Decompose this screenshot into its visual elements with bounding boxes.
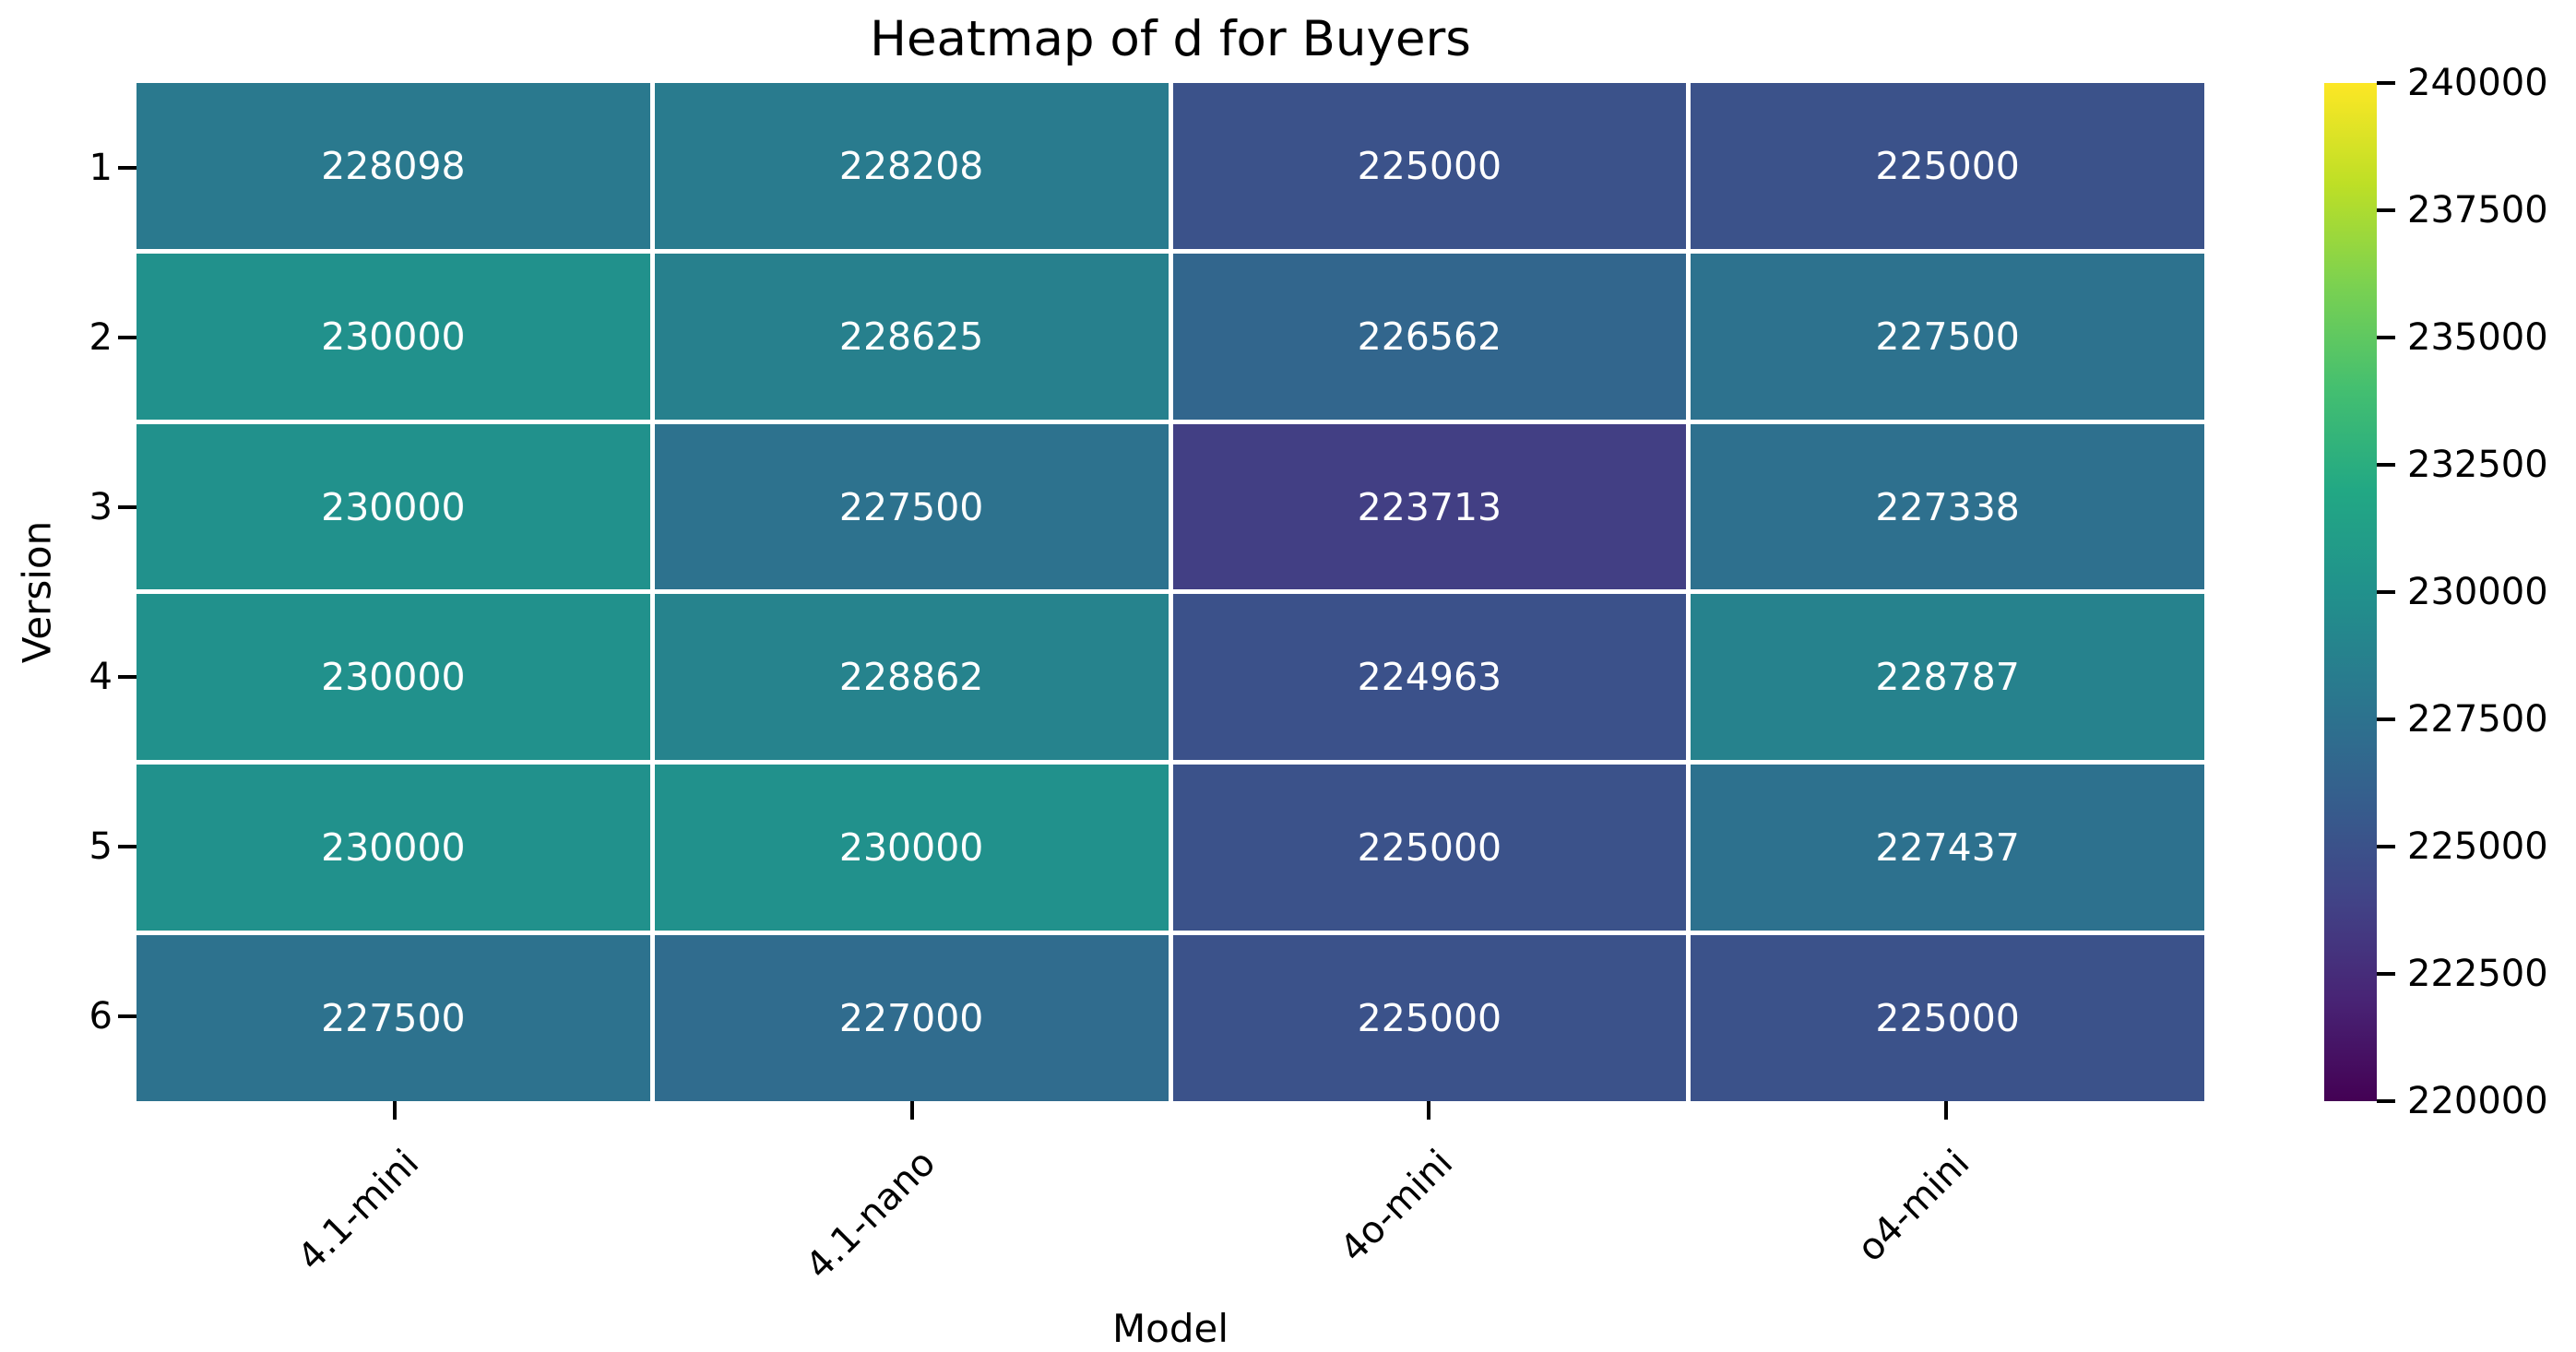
x-tick-label: 4.1-mini <box>289 1142 427 1279</box>
colorbar-tick-label: 232500 <box>2407 444 2548 486</box>
heatmap-cell: 230000 <box>137 765 650 931</box>
y-tick-label: 5 <box>89 825 113 868</box>
colorbar-tick-mark <box>2377 208 2395 212</box>
colorbar-tick-label: 240000 <box>2407 62 2548 104</box>
y-tick-mark <box>118 505 137 509</box>
colorbar-tick-mark <box>2377 336 2395 339</box>
heatmap-cell: 228862 <box>654 594 1169 761</box>
y-tick-label: 1 <box>89 147 113 189</box>
colorbar-tick-mark <box>2377 845 2395 848</box>
colorbar-tick-label: 220000 <box>2407 1080 2548 1122</box>
heatmap-cell: 227500 <box>654 423 1169 590</box>
heatmap-cell: 230000 <box>137 594 650 761</box>
heatmap-cell: 227338 <box>1691 423 2204 590</box>
heatmap-cell: 228787 <box>1691 594 2204 761</box>
heatmap-cell: 227500 <box>137 935 650 1101</box>
y-tick-label: 3 <box>89 486 113 528</box>
heatmap-cell: 228208 <box>654 83 1169 249</box>
heatmap-cell: 226562 <box>1172 253 1687 420</box>
heatmap-cell: 224963 <box>1172 594 1687 761</box>
x-tick-mark <box>1427 1101 1431 1120</box>
y-tick-mark <box>118 336 137 339</box>
colorbar-tick-mark <box>2377 463 2395 467</box>
x-tick-mark <box>1943 1101 1948 1120</box>
colorbar-tick-label: 227500 <box>2407 698 2548 741</box>
x-tick-label: 4.1-nano <box>798 1142 944 1288</box>
x-tick-mark <box>393 1101 398 1120</box>
y-tick-mark <box>118 675 137 679</box>
heatmap-cell: 225000 <box>1691 83 2204 249</box>
heatmap-cell: 225000 <box>1172 765 1687 931</box>
colorbar-tick-label: 222500 <box>2407 953 2548 995</box>
colorbar-tick-mark <box>2377 590 2395 594</box>
colorbar-tick-mark <box>2377 1099 2395 1103</box>
colorbar-tick-label: 235000 <box>2407 316 2548 359</box>
colorbar <box>2324 83 2377 1101</box>
y-tick-mark <box>118 845 137 848</box>
y-tick-label: 4 <box>89 656 113 698</box>
y-tick-mark <box>118 1014 137 1018</box>
colorbar-tick-label: 230000 <box>2407 571 2548 613</box>
y-tick-mark <box>118 166 137 170</box>
heatmap-grid: 228098 228208 225000 225000 230000 228625 2265… <box>137 83 2204 1101</box>
colorbar-tick-mark <box>2377 972 2395 976</box>
heatmap-cell: 227000 <box>654 935 1169 1101</box>
heatmap-cell: 225000 <box>1691 935 2204 1101</box>
x-tick-mark <box>909 1101 914 1120</box>
heatmap-cell: 227437 <box>1691 765 2204 931</box>
x-tick-label: o4-mini <box>1849 1142 1978 1271</box>
y-axis-label: Version <box>14 520 60 664</box>
y-tick-label: 6 <box>89 995 113 1038</box>
colorbar-tick-mark <box>2377 81 2395 85</box>
heatmap-cell: 230000 <box>654 765 1169 931</box>
heatmap-cell: 228625 <box>654 253 1169 420</box>
heatmap-cell: 228098 <box>137 83 650 249</box>
heatmap-cell: 230000 <box>137 423 650 590</box>
colorbar-tick-label: 237500 <box>2407 189 2548 231</box>
heatmap-cell: 225000 <box>1172 83 1687 249</box>
chart-title: Heatmap of d for Buyers <box>870 11 1471 67</box>
x-axis-label: Model <box>1111 1306 1229 1351</box>
colorbar-tick-label: 225000 <box>2407 825 2548 868</box>
heatmap-cell: 227500 <box>1691 253 2204 420</box>
y-tick-label: 2 <box>89 316 113 359</box>
x-tick-label: 4o-mini <box>1332 1142 1461 1271</box>
colorbar-tick-mark <box>2377 718 2395 721</box>
heatmap-cell: 223713 <box>1172 423 1687 590</box>
heatmap-cell: 230000 <box>137 253 650 420</box>
heatmap-cell: 225000 <box>1172 935 1687 1101</box>
